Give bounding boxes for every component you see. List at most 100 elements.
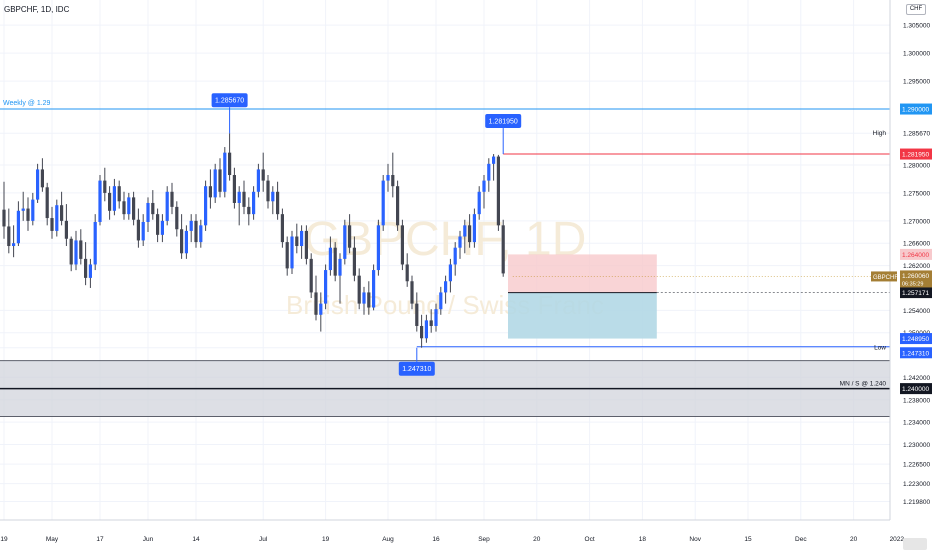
position-reward-area: [508, 292, 657, 339]
candle-body: [405, 264, 409, 282]
candle-body: [103, 180, 107, 193]
time-tick-label: 20: [533, 536, 541, 543]
candle-body: [146, 202, 150, 222]
candle-body: [424, 320, 428, 339]
candle-body: [362, 292, 366, 304]
callout-label: 1.247310: [402, 366, 431, 373]
price-tick-label: 1.295000: [903, 79, 930, 86]
candle-body: [160, 220, 164, 235]
recent-high-price-tag: 1.281950: [902, 152, 929, 159]
candle-body: [31, 199, 35, 221]
high-label: High: [873, 130, 887, 137]
candle-body: [16, 210, 20, 244]
candle-body: [256, 169, 260, 192]
candle-body: [410, 281, 414, 304]
candle-body: [45, 187, 49, 219]
candle-body: [496, 156, 500, 226]
time-tick-label: Sep: [478, 536, 490, 543]
price-tick-label: 1.234000: [903, 420, 930, 427]
candle-body: [60, 205, 64, 221]
current-price-box: [900, 270, 932, 288]
candle-body: [448, 264, 452, 282]
candle-body: [304, 230, 308, 259]
low-price-tag: 1.247310: [902, 350, 929, 357]
candle-body: [93, 221, 97, 265]
time-tick-label: 15: [744, 536, 752, 543]
callout-box: [485, 114, 522, 129]
position-risk-area: [508, 254, 657, 293]
candle-body: [309, 258, 313, 293]
candle-body: [453, 247, 457, 265]
candle-body: [396, 186, 400, 226]
candle-body: [333, 247, 337, 276]
scroll-to-realtime-button[interactable]: [903, 538, 927, 550]
candle-body: [184, 230, 188, 254]
symbol-title[interactable]: GBPCHF, 1D, IDC: [4, 5, 70, 14]
candle-body: [12, 243, 16, 247]
candle-body: [180, 229, 184, 254]
candle-body: [108, 192, 112, 211]
candle-body: [88, 264, 92, 278]
candle-body: [122, 201, 126, 215]
candle-body: [50, 218, 54, 231]
currency-button[interactable]: CHF: [906, 4, 926, 15]
price-tick-label: 1.223000: [903, 481, 930, 488]
time-tick-label: 2022: [890, 536, 905, 543]
candle-body: [151, 202, 155, 215]
candle-body: [386, 175, 390, 181]
price-tick-label: 1.300000: [903, 51, 930, 58]
price-tick-label: 1.285670: [903, 131, 930, 138]
candle-body: [132, 197, 136, 220]
price-tick-label: 1.266000: [903, 241, 930, 248]
price-tick-label: 1.275000: [903, 190, 930, 197]
candle-body: [55, 205, 59, 231]
candle-body: [276, 191, 280, 215]
candle-body: [141, 221, 145, 241]
candle-body: [213, 169, 217, 198]
candle-body: [189, 220, 193, 231]
monthly-support-price-tag-box: [900, 383, 932, 395]
candle-body: [117, 186, 121, 202]
candle-body: [381, 180, 385, 226]
time-tick-label: 18: [639, 536, 647, 543]
candle-body: [343, 225, 347, 259]
current-symbol-box: [871, 271, 897, 282]
candle-body: [501, 225, 505, 274]
stop-price-tag-box: [900, 248, 932, 260]
time-tick-label: Aug: [382, 536, 394, 543]
price-tick-label: 1.226500: [903, 462, 930, 469]
current-price-label: 1.260060: [902, 273, 929, 280]
candle-body: [170, 191, 174, 207]
candle-body: [79, 240, 83, 259]
candle-body: [74, 240, 78, 265]
candle-body: [295, 236, 299, 247]
candle-body: [218, 169, 222, 192]
candle-body: [261, 169, 265, 181]
candle-body: [357, 275, 361, 304]
candle-body: [127, 197, 131, 215]
candle-body: [300, 230, 304, 247]
candle-body: [242, 191, 246, 207]
price-tick-label: 1.305000: [903, 23, 930, 30]
callout-box: [211, 93, 248, 108]
countdown-label: 06:35:29: [902, 281, 923, 287]
candle-body: [7, 226, 11, 247]
low-price-tag-box: [900, 347, 932, 359]
candle-body: [376, 225, 380, 271]
candle-body: [420, 325, 424, 339]
target-price-tag: 1.248950: [902, 336, 929, 343]
time-tick-label: 19: [0, 536, 8, 543]
price-tick-label: 1.230000: [903, 442, 930, 449]
candle-body: [280, 214, 284, 243]
candle-body: [156, 214, 160, 235]
time-tick-label: 20: [850, 536, 858, 543]
candle-body: [208, 186, 212, 198]
candle-body: [434, 309, 438, 326]
candle-body: [482, 180, 486, 192]
candle-body: [237, 191, 241, 203]
weekly-level-price-tag-box: [900, 103, 932, 115]
time-tick-label: Nov: [689, 536, 701, 543]
time-tick-label: May: [46, 536, 59, 543]
